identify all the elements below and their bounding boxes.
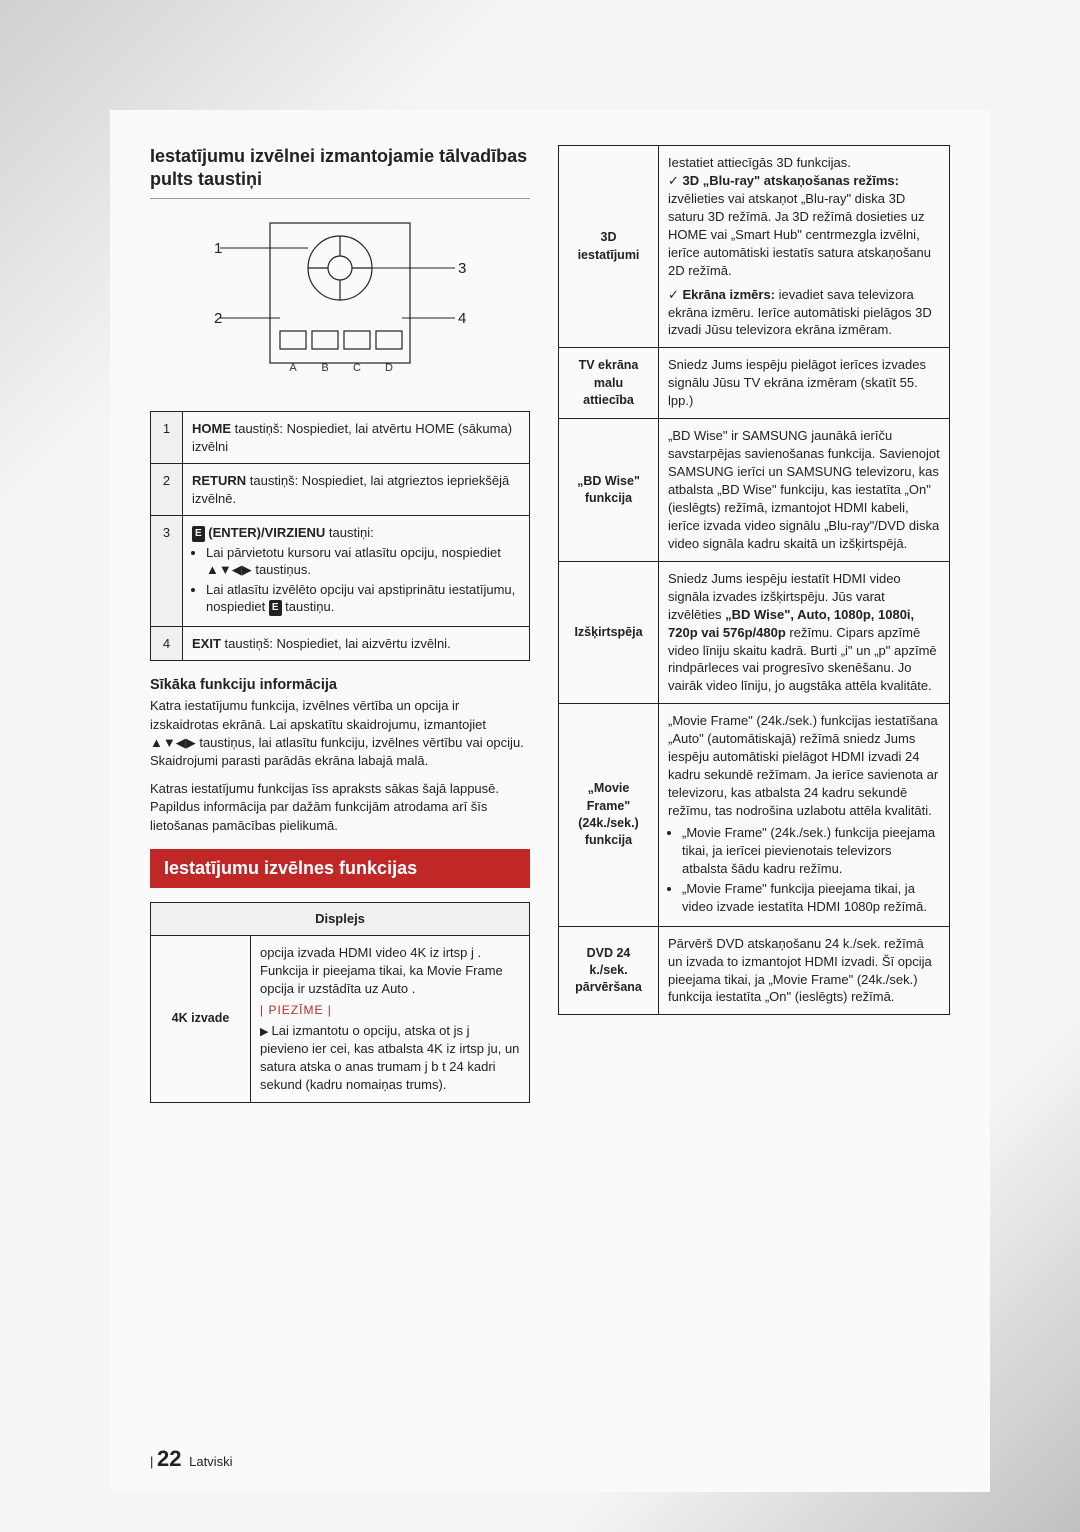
left-column: Iestatījumu izvēlnei izmantojamie tālvad… — [150, 145, 530, 1472]
spec-desc: Iestatiet attiecīgās 3D funkcijas.3D „Bl… — [659, 146, 950, 348]
spec-row: „Movie Frame" (24k./sek.) funkcija „Movi… — [559, 704, 950, 926]
detail-para-2: Katras iestatījumu funkcijas īss aprakst… — [150, 780, 530, 835]
section-title-bar: Iestatījumu izvēlnes funkcijas — [150, 849, 530, 888]
right-column: 3D iestatījumi Iestatiet attiecīgās 3D f… — [558, 145, 950, 1472]
spec-row: DVD 24 k./sek. pārvēršana Pārvērš DVD at… — [559, 926, 950, 1015]
remote-diagram: A B C D 1 2 3 4 — [150, 213, 530, 393]
control-desc: EXIT taustiņš: Nospiediet, lai aizvērtu … — [183, 626, 530, 661]
spec-label: TV ekrāna malu attiecība — [559, 348, 659, 419]
spec-desc: opcija izvada HDMI video 4K iz irtsp j .… — [251, 935, 530, 1102]
control-desc: HOME taustiņš: Nospiediet, lai atvērtu H… — [183, 412, 530, 464]
spec-label: „Movie Frame" (24k./sek.) funkcija — [559, 704, 659, 926]
svg-text:3: 3 — [458, 260, 466, 277]
spec-label: 3D iestatījumi — [559, 146, 659, 348]
spec-desc: „BD Wise" ir SAMSUNG jaunākā ierīču savs… — [659, 419, 950, 562]
spec-desc: „Movie Frame" (24k./sek.) funkcijas iest… — [659, 704, 950, 926]
spec-label: 4K izvade — [151, 935, 251, 1102]
remote-heading: Iestatījumu izvēlnei izmantojamie tālvad… — [150, 145, 530, 190]
control-row: 4 EXIT taustiņš: Nospiediet, lai aizvērt… — [151, 626, 530, 661]
display-table-right: 3D iestatījumi Iestatiet attiecīgās 3D f… — [558, 145, 950, 1015]
control-num: 4 — [151, 626, 183, 661]
detail-subheading: Sīkāka funkciju informācija — [150, 677, 530, 693]
detail-para-1: Katra iestatījumu funkcija, izvēlnes vēr… — [150, 697, 530, 770]
svg-text:B: B — [321, 362, 328, 374]
display-table-left: Displejs 4K izvade opcija izvada HDMI vi… — [150, 902, 530, 1103]
control-desc: E (ENTER)/VIRZIENU taustiņi:Lai pārvieto… — [183, 516, 530, 627]
svg-text:C: C — [353, 362, 361, 374]
page-language: Latviski — [189, 1454, 232, 1469]
spec-row: 4K izvade opcija izvada HDMI video 4K iz… — [151, 935, 530, 1102]
control-num: 3 — [151, 516, 183, 627]
control-row: 2 RETURN taustiņš: Nospiediet, lai atgri… — [151, 464, 530, 516]
page-container: Iestatījumu izvēlnei izmantojamie tālvad… — [110, 110, 990, 1492]
spec-label: Izšķirtspēja — [559, 561, 659, 704]
spec-row: Izšķirtspēja Sniedz Jums iespēju iestatī… — [559, 561, 950, 704]
control-num: 2 — [151, 464, 183, 516]
svg-text:1: 1 — [214, 240, 222, 257]
control-table: 1 HOME taustiņš: Nospiediet, lai atvērtu… — [150, 411, 530, 661]
spec-desc: Pārvērš DVD atskaņošanu 24 k./sek. režīm… — [659, 926, 950, 1015]
spec-row: „BD Wise" funkcija „BD Wise" ir SAMSUNG … — [559, 419, 950, 562]
svg-text:2: 2 — [214, 310, 222, 327]
page-footer: | 22 Latviski — [150, 1446, 232, 1472]
spec-desc: Sniedz Jums iespēju pielāgot ierīces izv… — [659, 348, 950, 419]
svg-text:D: D — [385, 362, 393, 374]
heading-divider — [150, 198, 530, 199]
spec-row: 3D iestatījumi Iestatiet attiecīgās 3D f… — [559, 146, 950, 348]
control-num: 1 — [151, 412, 183, 464]
spec-label: DVD 24 k./sek. pārvēršana — [559, 926, 659, 1015]
spec-label: „BD Wise" funkcija — [559, 419, 659, 562]
spec-row: TV ekrāna malu attiecība Sniedz Jums ies… — [559, 348, 950, 419]
spec-desc: Sniedz Jums iespēju iestatīt HDMI video … — [659, 561, 950, 704]
control-row: 3 E (ENTER)/VIRZIENU taustiņi:Lai pārvie… — [151, 516, 530, 627]
display-table-header: Displejs — [151, 902, 530, 935]
svg-text:A: A — [289, 362, 297, 374]
control-desc: RETURN taustiņš: Nospiediet, lai atgriez… — [183, 464, 530, 516]
page-number: 22 — [157, 1446, 181, 1471]
svg-text:4: 4 — [458, 310, 466, 327]
control-row: 1 HOME taustiņš: Nospiediet, lai atvērtu… — [151, 412, 530, 464]
